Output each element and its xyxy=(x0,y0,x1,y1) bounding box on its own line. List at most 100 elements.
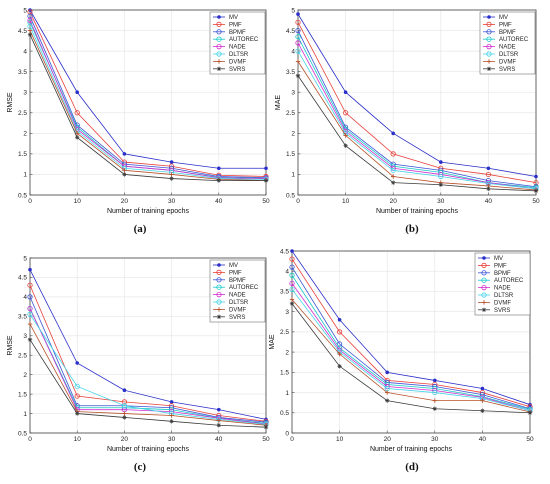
series-line xyxy=(297,42,537,190)
y-tick-label: 5 xyxy=(23,255,27,262)
data-point xyxy=(169,176,174,181)
data-point xyxy=(343,133,348,138)
data-point xyxy=(75,90,79,95)
x-tick-label: 50 xyxy=(262,198,270,205)
data-point xyxy=(264,166,268,171)
chart-panel-2: 0 10 20 30 40 50 0.5 1 1.5 2 2.5 3 3.5 4 4.5 5 Number of… xyxy=(7,255,270,473)
x-tick-label: 20 xyxy=(390,198,398,205)
data-point xyxy=(27,337,33,342)
data-point xyxy=(169,172,174,177)
legend-marker xyxy=(486,59,492,64)
data-point xyxy=(217,407,221,412)
legend-marker xyxy=(216,21,222,27)
series-dltsr xyxy=(295,48,539,192)
data-point xyxy=(480,398,485,403)
legend-marker xyxy=(481,262,487,268)
legend-marker xyxy=(216,29,222,35)
series-line xyxy=(297,13,537,177)
data-point xyxy=(295,73,301,78)
data-point xyxy=(289,301,295,306)
x-tick-label: 0 xyxy=(290,436,294,443)
legend-marker xyxy=(481,270,487,276)
legend-entry: BPMF xyxy=(494,271,511,277)
legend-entry: MV xyxy=(229,15,238,21)
x-tick-label: 30 xyxy=(168,198,176,205)
data-point xyxy=(527,410,533,415)
series-svrs xyxy=(27,32,269,183)
data-point xyxy=(75,361,79,365)
legend-entry: MV xyxy=(499,15,508,21)
plot-border xyxy=(29,9,267,196)
x-tick-label: 0 xyxy=(28,198,32,205)
y-tick-label: 2.5 xyxy=(18,110,27,117)
data-point xyxy=(343,90,348,95)
legend-marker xyxy=(486,51,492,57)
panel-caption: (a) xyxy=(134,223,147,235)
data-point xyxy=(122,152,127,156)
data-point xyxy=(169,419,174,424)
y-tick-label: 3 xyxy=(291,90,295,97)
y-axis-label: MAE xyxy=(269,334,276,350)
legend-entry: AUTOREC xyxy=(494,278,524,284)
legend-marker xyxy=(216,307,222,312)
x-tick-label: 20 xyxy=(121,436,129,443)
data-point xyxy=(295,34,301,40)
data-point xyxy=(27,305,33,312)
y-tick-label: 1 xyxy=(291,172,295,179)
legend-marker xyxy=(481,284,487,291)
plot-border xyxy=(291,250,531,434)
series-line xyxy=(29,34,266,182)
plot-border xyxy=(297,9,537,196)
data-point xyxy=(295,59,301,64)
data-point xyxy=(486,166,491,171)
y-tick-label: 0.5 xyxy=(18,430,27,437)
legend-entry: MV xyxy=(494,256,503,262)
legend-marker xyxy=(216,299,222,305)
data-point xyxy=(289,297,295,302)
data-point xyxy=(533,188,539,194)
data-point xyxy=(27,321,33,327)
data-point xyxy=(263,424,269,430)
legend-entry: NADE xyxy=(229,293,246,299)
series-line xyxy=(291,266,531,410)
series-line xyxy=(29,269,267,420)
legend-marker xyxy=(216,269,222,275)
series-line xyxy=(29,16,267,179)
data-point xyxy=(75,135,80,140)
data-point xyxy=(122,168,127,173)
series-line xyxy=(29,296,267,423)
legend-entry: DVMF xyxy=(499,59,516,65)
x-tick-label: 20 xyxy=(121,198,129,205)
x-axis-label: Number of training epochs xyxy=(107,446,190,453)
data-point xyxy=(216,178,221,183)
legend-marker xyxy=(216,36,222,42)
data-point xyxy=(385,398,390,403)
legend-marker xyxy=(486,66,492,71)
y-tick-label: 4 xyxy=(291,48,295,55)
legend-marker xyxy=(216,314,222,319)
series-mv xyxy=(296,12,538,179)
data-point xyxy=(385,390,390,395)
series-line xyxy=(29,308,267,425)
data-point xyxy=(337,351,342,357)
series-line xyxy=(29,339,267,428)
series-line xyxy=(29,285,267,422)
series-dvmf xyxy=(295,59,539,193)
data-point xyxy=(289,264,295,270)
x-tick-label: 30 xyxy=(431,436,439,443)
panel-caption: (d) xyxy=(405,461,419,473)
data-point xyxy=(336,329,343,335)
data-point xyxy=(480,386,485,391)
data-point xyxy=(295,40,301,46)
series-line xyxy=(297,30,537,188)
x-tick-label: 40 xyxy=(215,198,223,205)
x-tick-label: 10 xyxy=(336,436,344,443)
data-point xyxy=(343,143,348,148)
legend-marker xyxy=(216,43,222,50)
x-tick-label: 40 xyxy=(479,436,487,443)
x-tick-label: 30 xyxy=(437,198,445,205)
legend-entry: SVRS xyxy=(499,67,515,73)
data-point xyxy=(169,413,174,418)
series-line xyxy=(29,20,267,179)
